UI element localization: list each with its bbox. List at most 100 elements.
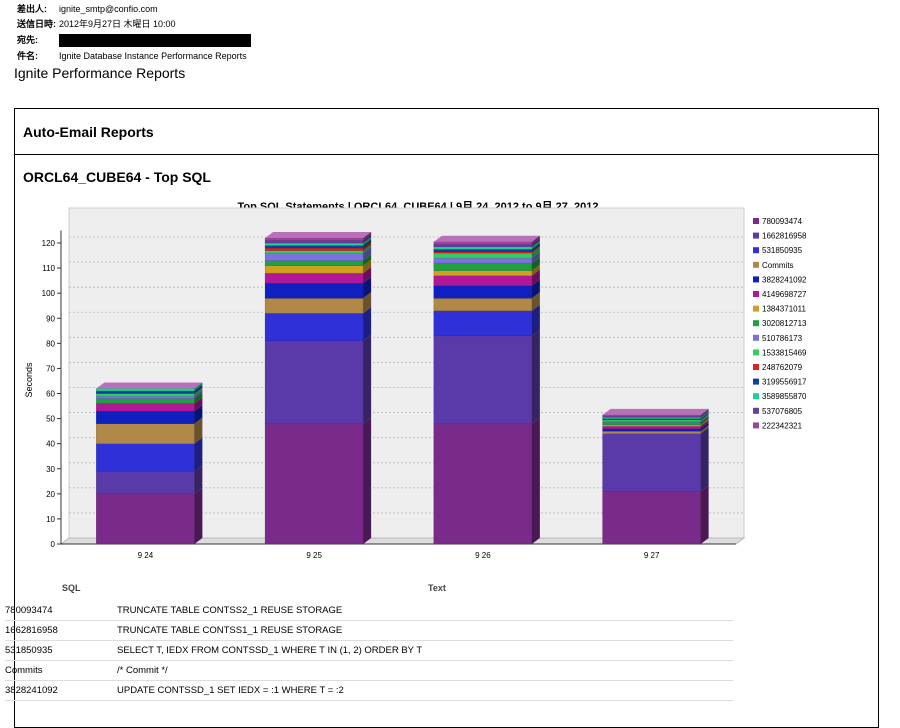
legend-swatch <box>753 218 759 224</box>
legend-label: 222342321 <box>762 421 803 430</box>
y-tick-label: 90 <box>46 314 55 323</box>
legend-label: 537076805 <box>762 407 803 416</box>
bar-segment <box>96 410 195 424</box>
y-tick-label: 20 <box>46 490 55 499</box>
legend-swatch <box>753 393 759 400</box>
bar-segment <box>264 272 364 284</box>
bar-segment <box>96 403 195 412</box>
bar-segment-side <box>363 259 372 274</box>
report-header-title: Auto-Email Reports <box>23 124 154 140</box>
table-row: 3828241092 UPDATE CONTSSD_1 SET IEDX = :… <box>5 680 733 701</box>
y-tick-label: 80 <box>46 339 55 348</box>
legend-label: 510786173 <box>762 334 803 343</box>
bar-segment <box>264 313 364 342</box>
legend-swatch <box>753 320 759 327</box>
bar-segment <box>96 390 195 394</box>
table-header-text: Text <box>428 583 446 593</box>
bar-segment <box>264 297 364 314</box>
x-tick-label: 9 27 <box>644 551 660 560</box>
email-from-value[interactable]: ignite_smtp@confio.com <box>59 4 158 14</box>
bar-segment-side <box>700 411 709 419</box>
email-sent-label: 送信日時: <box>17 19 56 29</box>
bar-segment-side <box>194 382 203 391</box>
bar-segment <box>602 422 701 426</box>
bar-segment <box>602 428 701 432</box>
bar-segment-side <box>700 418 709 427</box>
bar-segment-side <box>194 487 203 544</box>
bar-segment-side <box>363 334 372 424</box>
bar-segment <box>264 240 364 244</box>
bar-segment-side <box>363 244 372 254</box>
bar-segment-side <box>531 238 540 247</box>
email-subject-line: 件名: Ignite Database Instance Performance … <box>17 51 247 61</box>
sql-text-cell: TRUNCATE TABLE CONTSS1_1 REUSE STORAGE <box>117 625 343 636</box>
bar-segment <box>264 340 364 424</box>
bar-segment-side <box>363 234 372 243</box>
bar-segment <box>433 285 533 299</box>
bar-segment <box>602 414 701 417</box>
bar-segment-side <box>700 485 709 544</box>
bar-segment-side <box>194 384 203 394</box>
bar-segment-side <box>194 437 203 472</box>
legend-label: 4149698727 <box>762 290 807 299</box>
legend-label: 248762079 <box>762 363 803 372</box>
bar-segment <box>433 423 533 545</box>
redacted-recipient <box>59 34 251 47</box>
bar-segment-side <box>531 247 540 259</box>
bar-segment-side <box>194 405 203 424</box>
bar-top <box>602 408 709 415</box>
bar-segment <box>264 423 364 545</box>
email-from-label: 差出人: <box>17 4 47 14</box>
bar-segment-side <box>363 267 372 284</box>
bar-segment <box>433 241 533 245</box>
sql-id-cell: Commits <box>5 665 43 676</box>
sql-id-cell: 1662816958 <box>5 625 58 636</box>
bar-segment <box>264 252 364 261</box>
bar-segment-side <box>531 252 540 264</box>
bar-segment-side <box>531 243 540 252</box>
y-tick-label: 110 <box>42 264 55 273</box>
legend-label: Commits <box>762 261 794 270</box>
legend-swatch <box>753 232 759 239</box>
report-header: Auto-Email Reports <box>15 109 878 155</box>
table-row: 1662816958 TRUNCATE TABLE CONTSS1_1 REUS… <box>5 620 733 641</box>
bar-segment-side <box>363 292 372 314</box>
bar-top <box>433 235 540 242</box>
bar-segment-side <box>531 240 540 250</box>
bar-segment-side <box>363 417 372 544</box>
bar-segment <box>433 246 533 250</box>
bar-segment-side <box>194 392 203 404</box>
legend-label: 531850935 <box>762 246 803 255</box>
bar-top <box>96 382 203 389</box>
legend-swatch <box>753 247 759 254</box>
top-sql-chart: Top SQL Statements | ORCL64_CUBE64 | 9月 … <box>24 200 807 560</box>
bar-segment-side <box>363 237 372 246</box>
sql-text-cell: TRUNCATE TABLE CONTSS2_1 REUSE STORAGE <box>117 605 343 616</box>
bar-segment-side <box>363 307 372 341</box>
email-subject-label: 件名: <box>17 51 38 61</box>
table-header-sql: SQL <box>62 583 81 593</box>
sql-text-cell: /* Commit */ <box>117 665 168 676</box>
legend-swatch <box>753 334 759 341</box>
y-tick-label: 10 <box>46 515 55 524</box>
legend-swatch <box>753 422 759 429</box>
y-axis-label: Seconds <box>24 362 34 398</box>
page-title: Ignite Performance Reports <box>14 65 186 81</box>
bar-segment-side <box>531 292 540 311</box>
bar-segment <box>433 244 533 247</box>
bar-segment-side <box>531 264 540 276</box>
bar-segment <box>602 491 701 545</box>
bar-segment <box>433 249 533 252</box>
bar-segment <box>264 250 364 254</box>
y-tick-label: 120 <box>42 239 56 248</box>
bar-segment <box>96 388 195 392</box>
bar-segment <box>264 245 364 249</box>
bar-segment <box>602 433 701 492</box>
bar-segment-side <box>194 465 203 494</box>
bar-segment-side <box>363 242 372 251</box>
bar-segment <box>96 443 195 472</box>
legend-label: 3199556917 <box>762 378 807 387</box>
bar-segment <box>433 297 533 311</box>
legend-swatch <box>753 305 759 312</box>
bar-segment-side <box>531 235 540 245</box>
